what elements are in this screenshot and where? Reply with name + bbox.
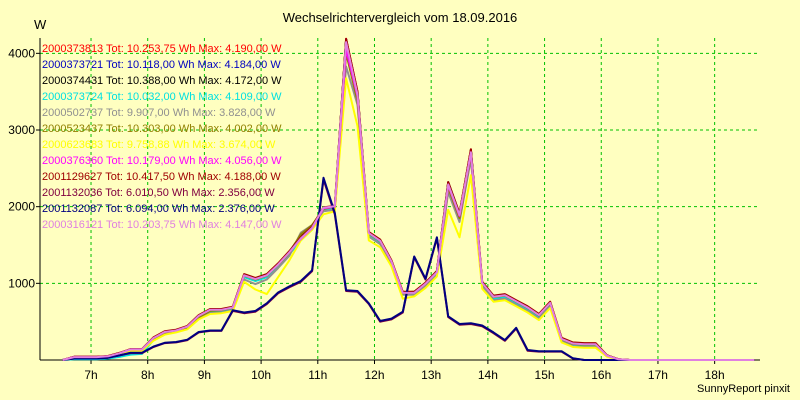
- x-tick-label: 17h: [648, 368, 668, 382]
- legend-entry-11: 2000316121 Tot: 10.203,75 Wh Max: 4.147,…: [42, 219, 282, 231]
- legend-entry-4: 2000502737 Tot: 9.907,00 Wh Max: 3.828,0…: [42, 107, 276, 119]
- legend-entry-6: 2000623683 Tot: 9.758,88 Wh Max: 3.674,0…: [42, 139, 276, 151]
- legend-entry-9: 2001132036 Tot: 6.010,50 Wh Max: 2.356,0…: [42, 187, 275, 199]
- legend-entry-8: 2001129627 Tot: 10.417,50 Wh Max: 4.188,…: [42, 171, 281, 183]
- x-tick-label: 7h: [84, 368, 97, 382]
- y-tick-label: 4000: [8, 46, 35, 60]
- legend-entry-10: 2001132087 Tot: 6.094,00 Wh Max: 2.376,0…: [42, 203, 275, 215]
- y-tick-label: 1000: [8, 276, 35, 290]
- x-tick-label: 8h: [141, 368, 154, 382]
- legend-entry-0: 2000373813 Tot: 10.253,75 Wh Max: 4.190,…: [42, 43, 282, 55]
- x-tick-label: 9h: [198, 368, 211, 382]
- legend-entry-7: 2000376360 Tot: 10.179,00 Wh Max: 4.056,…: [42, 155, 282, 167]
- y-tick-label: 3000: [8, 123, 35, 137]
- x-tick-label: 18h: [705, 368, 725, 382]
- x-tick-label: 14h: [478, 368, 498, 382]
- plot-area: [40, 38, 760, 360]
- legend-entry-5: 2000523437 Tot: 10.303,00 Wh Max: 4.002,…: [42, 123, 282, 135]
- legend-entry-1: 2000373721 Tot: 10.118,00 Wh Max: 4.184,…: [42, 59, 281, 71]
- chart-title: Wechselrichtervergleich vom 18.09.2016: [282, 10, 518, 25]
- y-axis-unit-label: W: [34, 17, 47, 32]
- x-tick-label: 13h: [421, 368, 441, 382]
- x-tick-label: 12h: [364, 368, 384, 382]
- x-tick-label: 11h: [308, 368, 327, 382]
- x-tick-label: 15h: [535, 368, 555, 382]
- x-tick-label: 16h: [591, 368, 611, 382]
- legend-entry-2: 2000374431 Tot: 10.388,00 Wh Max: 4.172,…: [42, 75, 282, 87]
- series-line-11: [62, 41, 755, 361]
- footer-credit: SunnyReport pinxit: [697, 383, 790, 395]
- legend-entry-3: 2000373724 Tot: 10.032,00 Wh Max: 4.109,…: [42, 91, 282, 103]
- y-tick-label: 2000: [8, 200, 35, 214]
- x-tick-label: 10h: [251, 368, 271, 382]
